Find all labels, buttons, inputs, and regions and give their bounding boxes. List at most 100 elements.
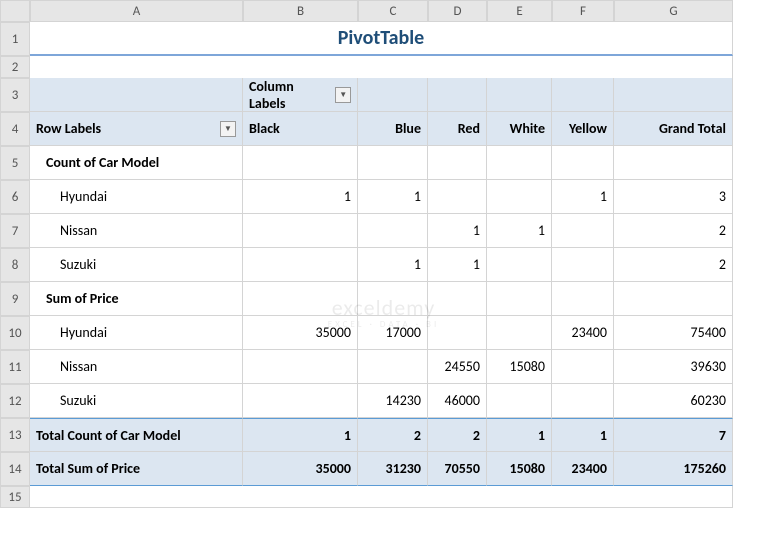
cell-B12 xyxy=(243,384,358,418)
col-header-B[interactable]: B xyxy=(243,0,358,22)
cell-E10 xyxy=(487,316,552,350)
col-header-F[interactable]: F xyxy=(552,0,614,22)
cell-G10: 75400 xyxy=(614,316,733,350)
row-header-13[interactable]: 13 xyxy=(0,418,30,452)
cell-D9 xyxy=(428,282,487,316)
cell-D10 xyxy=(428,316,487,350)
cell-F3 xyxy=(552,78,614,112)
cell-G14: 175260 xyxy=(614,452,733,486)
col-blue[interactable]: Blue xyxy=(358,112,428,146)
cell-D11: 24550 xyxy=(428,350,487,384)
cell-F9 xyxy=(552,282,614,316)
spreadsheet-grid: A B C D E F G 1 PivotTable 2 3 Column La… xyxy=(0,0,767,508)
total-count-label[interactable]: Total Count of Car Model xyxy=(30,418,243,452)
cell-B5 xyxy=(243,146,358,180)
count-nissan[interactable]: Nissan xyxy=(30,214,243,248)
row-labels-text: Row Labels xyxy=(36,120,101,137)
count-hyundai[interactable]: Hyundai xyxy=(30,180,243,214)
row-header-6[interactable]: 6 xyxy=(0,180,30,214)
cell-G5 xyxy=(614,146,733,180)
row-header-1[interactable]: 1 xyxy=(0,22,30,56)
row-header-14[interactable]: 14 xyxy=(0,452,30,486)
cell-C13: 2 xyxy=(358,418,428,452)
cell-G8: 2 xyxy=(614,248,733,282)
cell-F12 xyxy=(552,384,614,418)
cell-B11 xyxy=(243,350,358,384)
cell-C7 xyxy=(358,214,428,248)
row-header-4[interactable]: 4 xyxy=(0,112,30,146)
cell-D7: 1 xyxy=(428,214,487,248)
row-header-12[interactable]: 12 xyxy=(0,384,30,418)
sum-suzuki[interactable]: Suzuki xyxy=(30,384,243,418)
column-labels-dropdown-icon[interactable]: ▼ xyxy=(335,87,351,103)
row-labels-dropdown-icon[interactable]: ▼ xyxy=(220,121,236,137)
cell-A3 xyxy=(30,78,243,112)
cell-B9 xyxy=(243,282,358,316)
col-header-G[interactable]: G xyxy=(614,0,733,22)
count-suzuki[interactable]: Suzuki xyxy=(30,248,243,282)
column-labels-header[interactable]: Column Labels ▼ xyxy=(243,78,358,112)
row-header-15[interactable]: 15 xyxy=(0,486,30,508)
cell-F7 xyxy=(552,214,614,248)
cell-E11: 15080 xyxy=(487,350,552,384)
cell-D14: 70550 xyxy=(428,452,487,486)
col-yellow[interactable]: Yellow xyxy=(552,112,614,146)
cell-G7: 2 xyxy=(614,214,733,248)
cell-C5 xyxy=(358,146,428,180)
cell-E5 xyxy=(487,146,552,180)
col-white[interactable]: White xyxy=(487,112,552,146)
section-count-label[interactable]: Count of Car Model xyxy=(30,146,243,180)
total-sum-label[interactable]: Total Sum of Price xyxy=(30,452,243,486)
cell-B7 xyxy=(243,214,358,248)
row-header-2[interactable]: 2 xyxy=(0,56,30,78)
col-black[interactable]: Black xyxy=(243,112,358,146)
cell-F8 xyxy=(552,248,614,282)
select-all-corner[interactable] xyxy=(0,0,30,22)
row-header-7[interactable]: 7 xyxy=(0,214,30,248)
cell-E9 xyxy=(487,282,552,316)
blank-row-15 xyxy=(30,486,733,508)
row-header-5[interactable]: 5 xyxy=(0,146,30,180)
cell-C14: 31230 xyxy=(358,452,428,486)
cell-B14: 35000 xyxy=(243,452,358,486)
cell-F14: 23400 xyxy=(552,452,614,486)
cell-E8 xyxy=(487,248,552,282)
section-sum-label[interactable]: Sum of Price xyxy=(30,282,243,316)
row-header-8[interactable]: 8 xyxy=(0,248,30,282)
cell-G3 xyxy=(614,78,733,112)
row-header-9[interactable]: 9 xyxy=(0,282,30,316)
cell-B10: 35000 xyxy=(243,316,358,350)
cell-B13: 1 xyxy=(243,418,358,452)
col-header-A[interactable]: A xyxy=(30,0,243,22)
col-grand-total[interactable]: Grand Total xyxy=(614,112,733,146)
cell-D13: 2 xyxy=(428,418,487,452)
cell-G11: 39630 xyxy=(614,350,733,384)
cell-C12: 14230 xyxy=(358,384,428,418)
cell-D6 xyxy=(428,180,487,214)
cell-F11 xyxy=(552,350,614,384)
row-header-11[interactable]: 11 xyxy=(0,350,30,384)
col-header-C[interactable]: C xyxy=(358,0,428,22)
cell-E6 xyxy=(487,180,552,214)
cell-C9 xyxy=(358,282,428,316)
cell-C6: 1 xyxy=(358,180,428,214)
cell-F6: 1 xyxy=(552,180,614,214)
cell-F13: 1 xyxy=(552,418,614,452)
cell-G9 xyxy=(614,282,733,316)
cell-E13: 1 xyxy=(487,418,552,452)
cell-D12: 46000 xyxy=(428,384,487,418)
col-header-E[interactable]: E xyxy=(487,0,552,22)
cell-E14: 15080 xyxy=(487,452,552,486)
cell-G6: 3 xyxy=(614,180,733,214)
cell-C10: 17000 xyxy=(358,316,428,350)
sum-hyundai[interactable]: Hyundai xyxy=(30,316,243,350)
blank-row-2 xyxy=(30,56,733,78)
row-labels-header[interactable]: Row Labels ▼ xyxy=(30,112,243,146)
sum-nissan[interactable]: Nissan xyxy=(30,350,243,384)
row-header-10[interactable]: 10 xyxy=(0,316,30,350)
col-red[interactable]: Red xyxy=(428,112,487,146)
cell-F10: 23400 xyxy=(552,316,614,350)
col-header-D[interactable]: D xyxy=(428,0,487,22)
row-header-3[interactable]: 3 xyxy=(0,78,30,112)
pivot-title: PivotTable xyxy=(30,22,733,56)
